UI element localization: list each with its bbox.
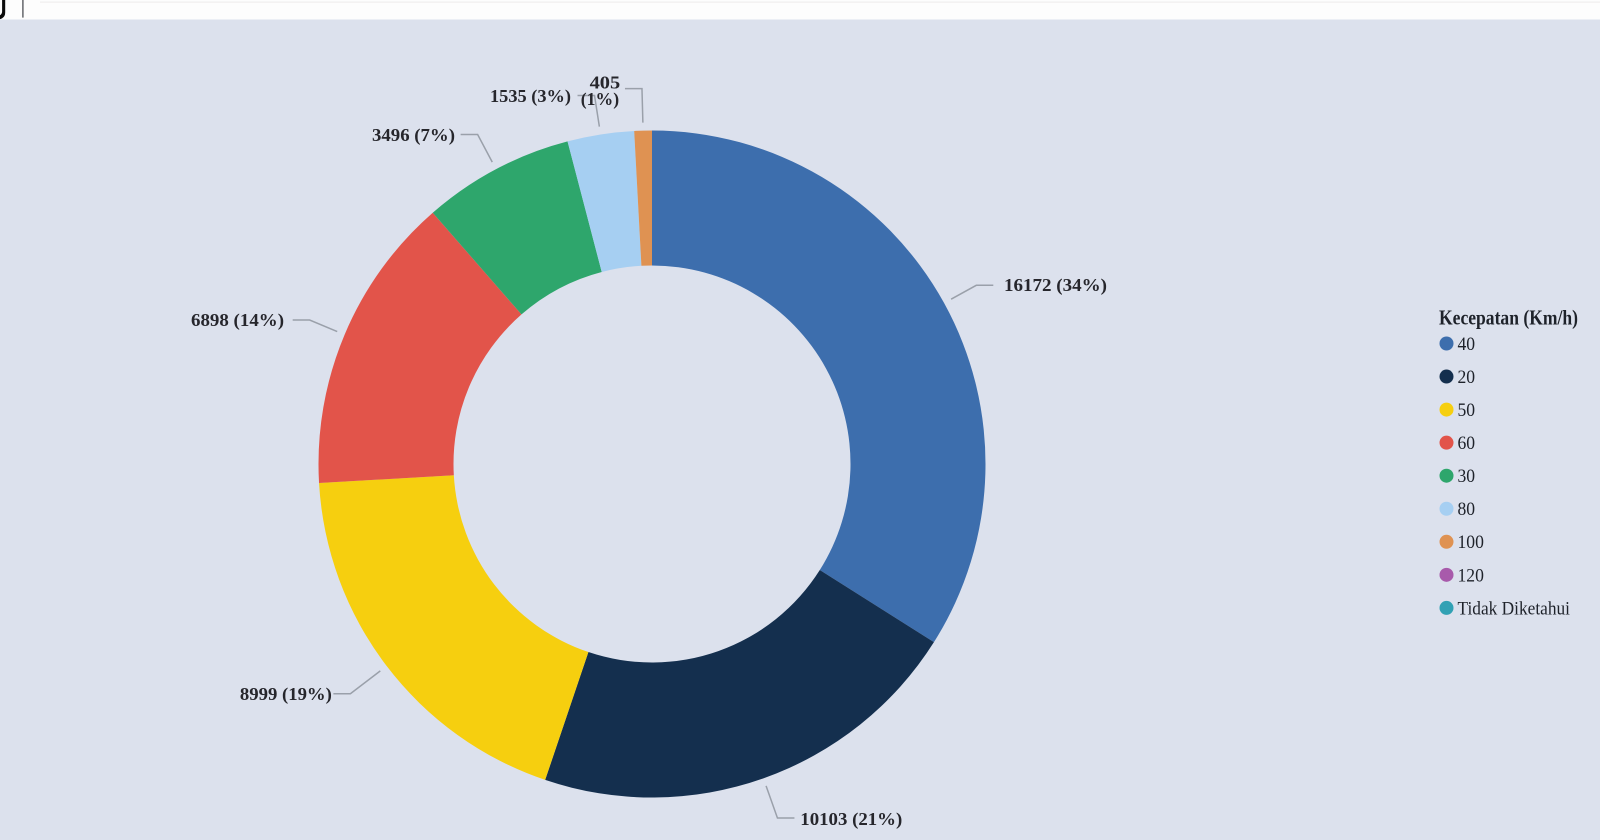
svg-text:20: 20	[1458, 367, 1476, 388]
svg-text:80: 80	[1458, 499, 1476, 520]
svg-text:405: 405	[590, 73, 621, 93]
svg-text:6898 (14%): 6898 (14%)	[191, 310, 284, 331]
svg-text:1535 (3%): 1535 (3%)	[490, 86, 571, 107]
svg-text:30: 30	[1458, 466, 1476, 487]
svg-text:100: 100	[1458, 532, 1484, 553]
svg-text:Tidak Diketahui: Tidak Diketahui	[1458, 598, 1571, 619]
svg-text:(1%): (1%)	[581, 89, 619, 110]
svg-text:120: 120	[1458, 565, 1484, 586]
svg-text:3496 (7%): 3496 (7%)	[372, 125, 455, 146]
svg-text:16172 (34%): 16172 (34%)	[1004, 275, 1107, 296]
svg-text:40: 40	[1458, 334, 1476, 355]
svg-text:8999 (19%): 8999 (19%)	[240, 684, 332, 705]
svg-text:Kecepatan (Km/h): Kecepatan (Km/h)	[1439, 306, 1578, 330]
svg-text:10103 (21%): 10103 (21%)	[800, 809, 902, 830]
svg-text:50: 50	[1458, 400, 1476, 421]
svg-text:60: 60	[1458, 433, 1476, 454]
